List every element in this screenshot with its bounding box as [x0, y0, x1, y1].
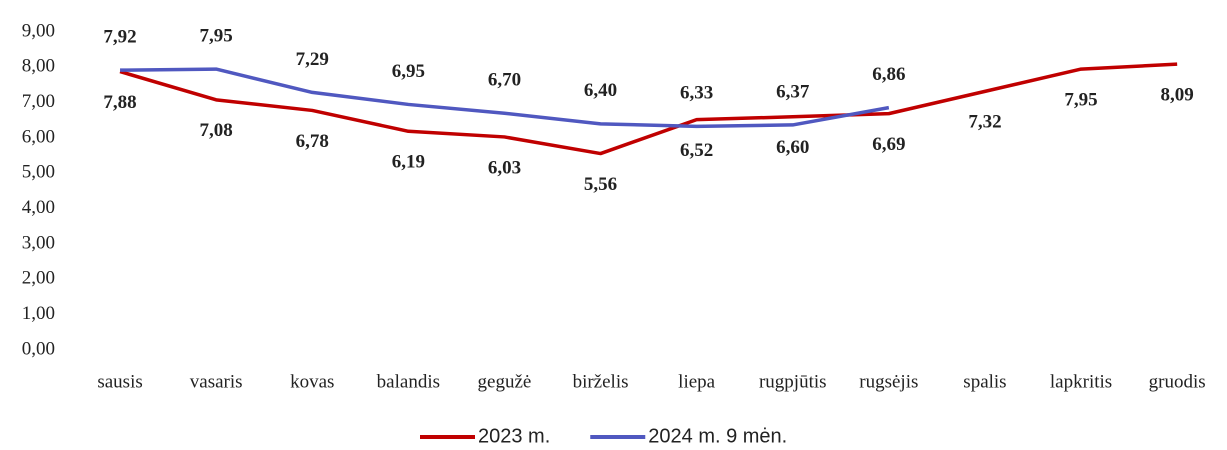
data-label: 6,95 — [392, 61, 425, 82]
data-label: 5,56 — [584, 174, 617, 195]
y-tick-label: 9,00 — [22, 20, 55, 41]
series-line — [120, 67, 890, 129]
data-label: 6,78 — [296, 131, 329, 152]
data-label: 7,88 — [103, 92, 136, 113]
y-tick-label: 5,00 — [22, 162, 55, 183]
data-label: 8,09 — [1161, 85, 1194, 106]
data-label: 7,08 — [200, 120, 233, 141]
x-tick-label: rugpjūtis — [759, 371, 827, 392]
x-tick-label: vasaris — [190, 371, 243, 392]
y-tick-label: 6,00 — [22, 126, 55, 147]
data-label: 6,60 — [776, 137, 809, 158]
legend-label: 2024 m. 9 mėn. — [648, 425, 787, 447]
legend-label: 2023 m. — [478, 425, 550, 447]
y-tick-label: 2,00 — [22, 268, 55, 289]
data-label: 6,86 — [872, 64, 905, 85]
data-label: 6,52 — [680, 140, 713, 161]
data-label: 7,29 — [296, 49, 329, 70]
x-tick-label: lapkritis — [1050, 371, 1112, 392]
y-tick-label: 4,00 — [22, 197, 55, 218]
y-tick-label: 3,00 — [22, 232, 55, 253]
x-tick-label: rugsėjis — [859, 371, 918, 392]
data-label: 6,33 — [680, 83, 713, 104]
x-tick-label: spalis — [963, 371, 1006, 392]
data-label: 6,03 — [488, 157, 521, 178]
data-label: 7,32 — [968, 112, 1001, 133]
x-tick-label: balandis — [377, 371, 440, 392]
data-label: 6,40 — [584, 80, 617, 101]
series-line — [119, 62, 1178, 156]
data-label: 6,37 — [776, 81, 810, 102]
x-tick-label: kovas — [290, 371, 334, 392]
data-label: 6,70 — [488, 70, 521, 91]
data-label: 6,19 — [392, 152, 425, 173]
x-tick-label: gruodis — [1149, 371, 1206, 392]
data-label: 6,69 — [872, 134, 905, 155]
y-tick-label: 7,00 — [22, 91, 55, 112]
x-tick-label: birželis — [573, 371, 629, 392]
x-tick-label: gegužė — [478, 371, 532, 392]
data-label: 7,95 — [1064, 89, 1097, 110]
x-tick-label: liepa — [678, 371, 715, 392]
x-tick-label: sausis — [97, 371, 142, 392]
y-tick-label: 0,00 — [22, 338, 55, 359]
data-label: 7,95 — [200, 25, 233, 46]
y-tick-label: 8,00 — [22, 56, 55, 77]
y-tick-label: 1,00 — [22, 303, 55, 324]
data-label: 7,92 — [103, 27, 136, 48]
